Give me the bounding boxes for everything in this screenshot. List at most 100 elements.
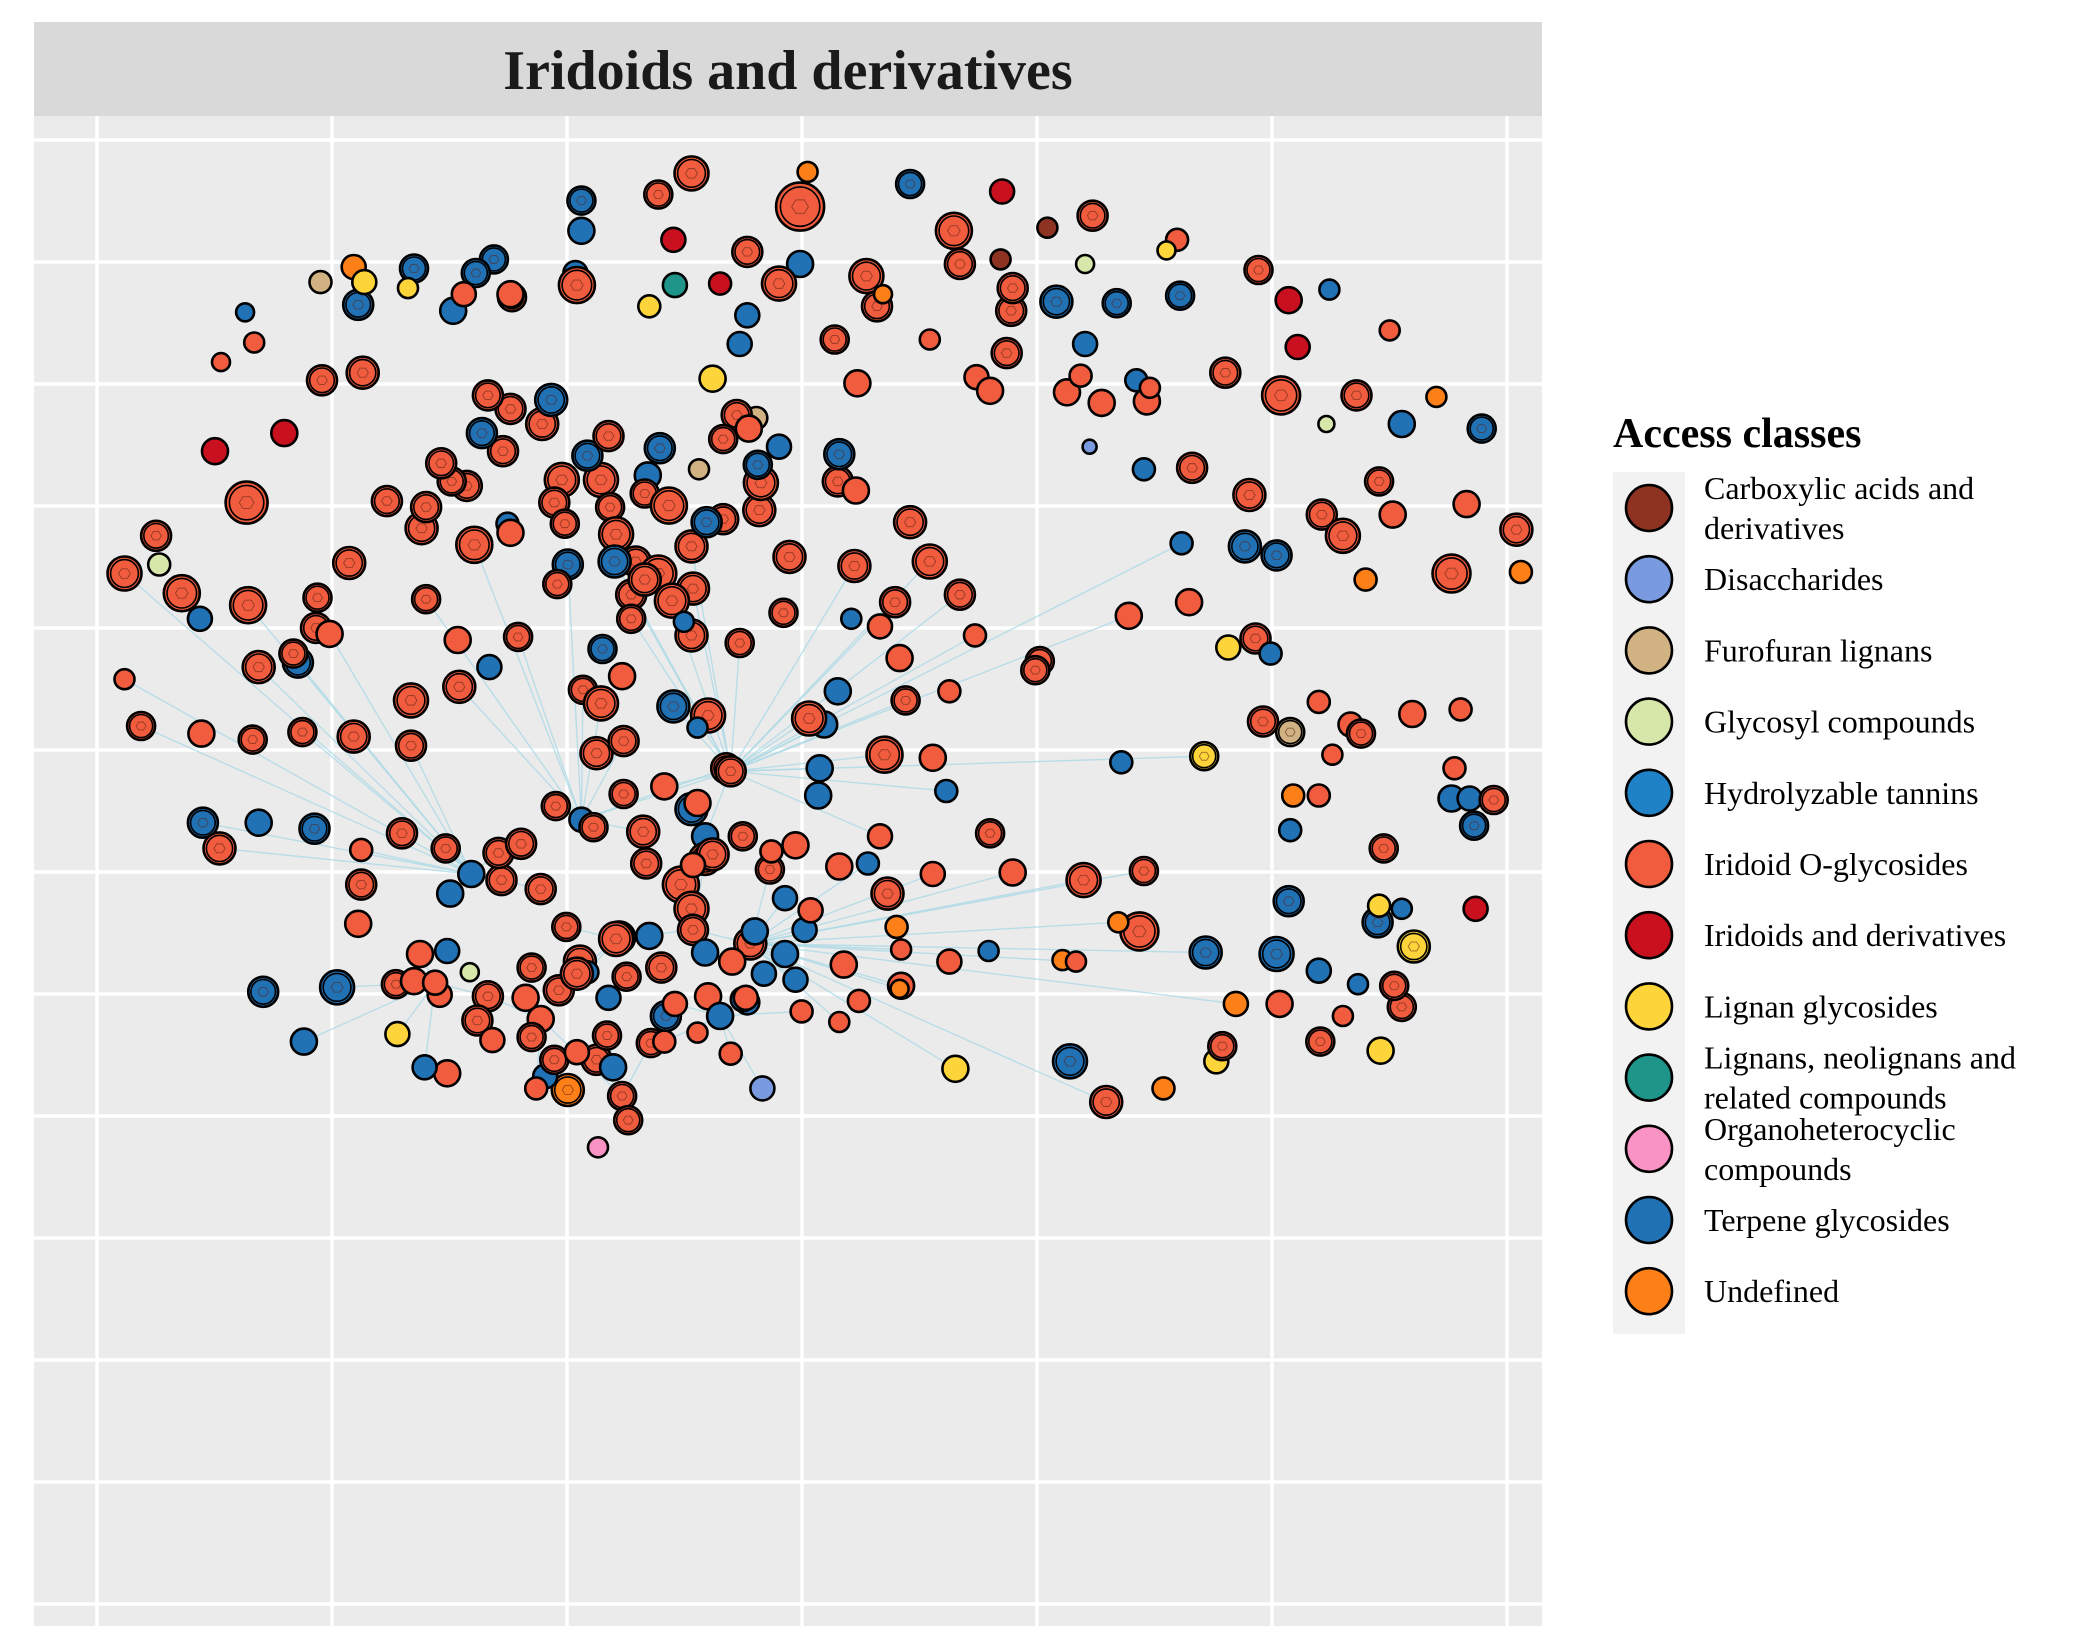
node-circle bbox=[768, 597, 799, 629]
node-circle bbox=[430, 833, 462, 864]
node-structure-glyph bbox=[471, 1015, 484, 1026]
node-circle bbox=[796, 160, 819, 184]
node bbox=[1396, 929, 1432, 964]
node bbox=[998, 858, 1028, 887]
node-circle bbox=[496, 518, 525, 548]
node bbox=[943, 247, 977, 281]
node-circle bbox=[894, 168, 926, 200]
node-circle bbox=[734, 414, 764, 443]
node-circle bbox=[1425, 385, 1448, 409]
node bbox=[740, 917, 770, 946]
node-structure-glyph bbox=[287, 649, 299, 658]
node-structure-glyph bbox=[654, 443, 666, 453]
node bbox=[559, 956, 595, 992]
node-ring bbox=[552, 511, 578, 537]
node-structure-glyph bbox=[241, 599, 255, 611]
node bbox=[727, 820, 759, 852]
node bbox=[686, 1021, 709, 1044]
node bbox=[237, 724, 268, 755]
node-circle bbox=[733, 301, 761, 329]
node-structure-glyph bbox=[1510, 524, 1523, 535]
node bbox=[651, 1029, 677, 1054]
node-circle bbox=[1456, 785, 1483, 812]
node-circle bbox=[918, 328, 942, 351]
node-structure-glyph bbox=[609, 529, 623, 540]
legend-entry: Carboxylic acids and derivatives bbox=[1624, 470, 1974, 546]
node bbox=[1020, 654, 1051, 686]
node-circle bbox=[990, 336, 1024, 370]
node-structure-glyph bbox=[904, 179, 916, 189]
node bbox=[432, 1059, 462, 1088]
node-circle bbox=[524, 872, 558, 906]
node bbox=[1068, 363, 1093, 389]
node bbox=[200, 436, 230, 466]
node bbox=[797, 896, 824, 924]
node bbox=[988, 178, 1016, 205]
node-circle bbox=[1390, 897, 1414, 921]
node-ring bbox=[659, 692, 688, 721]
node bbox=[461, 1004, 494, 1037]
node bbox=[770, 939, 800, 969]
node-structure-glyph bbox=[1253, 265, 1264, 275]
node-structure-glyph bbox=[639, 489, 651, 498]
legend-key bbox=[1624, 1053, 1674, 1102]
node bbox=[839, 607, 863, 631]
node-structure-glyph bbox=[1029, 665, 1041, 675]
node bbox=[1164, 280, 1196, 312]
node-ring bbox=[630, 565, 659, 594]
node bbox=[1442, 755, 1467, 781]
legend-label: Disaccharides bbox=[1704, 561, 1883, 597]
node-circle bbox=[839, 607, 863, 631]
node bbox=[870, 876, 905, 911]
node-structure-glyph bbox=[1100, 1097, 1113, 1107]
node bbox=[549, 508, 581, 540]
node-circle bbox=[612, 1104, 644, 1136]
node-structure-glyph bbox=[492, 848, 505, 858]
node bbox=[302, 582, 333, 614]
node bbox=[1107, 910, 1130, 934]
node-structure-glyph bbox=[655, 962, 668, 973]
node-circle bbox=[878, 585, 912, 619]
node-structure-glyph bbox=[947, 225, 961, 237]
node bbox=[1425, 385, 1448, 409]
node bbox=[636, 293, 662, 319]
node-ring bbox=[1328, 521, 1358, 551]
node bbox=[1353, 567, 1378, 592]
node bbox=[1175, 451, 1209, 485]
node bbox=[661, 990, 689, 1018]
node-ring bbox=[1348, 721, 1374, 746]
node-circle bbox=[598, 1053, 628, 1082]
node-structure-glyph bbox=[396, 828, 408, 838]
node-circle bbox=[1387, 409, 1417, 439]
node-ring bbox=[999, 275, 1026, 302]
node-circle bbox=[790, 700, 828, 737]
node-structure-glyph bbox=[1336, 530, 1350, 541]
node-circle bbox=[523, 1076, 549, 1101]
legend-key bbox=[1624, 982, 1674, 1031]
node-circle bbox=[186, 605, 214, 633]
edge bbox=[361, 849, 472, 875]
node bbox=[496, 279, 525, 309]
node-structure-glyph bbox=[637, 826, 650, 837]
edge bbox=[473, 544, 583, 820]
node-ring bbox=[897, 171, 923, 197]
node-circle bbox=[550, 911, 582, 943]
node-structure-glyph bbox=[1373, 477, 1385, 486]
node-structure-glyph bbox=[608, 556, 621, 567]
node bbox=[241, 649, 277, 685]
node-ring bbox=[250, 978, 277, 1005]
node-ring bbox=[1399, 932, 1428, 961]
node bbox=[841, 476, 871, 505]
node bbox=[629, 847, 663, 880]
node bbox=[608, 778, 639, 810]
legend-key bbox=[1624, 839, 1674, 889]
node-circle bbox=[1305, 957, 1333, 985]
node-circle bbox=[1087, 388, 1116, 418]
node bbox=[579, 735, 614, 771]
node-structure-glyph bbox=[1371, 917, 1384, 927]
node-structure-glyph bbox=[420, 594, 432, 604]
node-structure-glyph bbox=[1316, 509, 1328, 520]
node-circle bbox=[511, 983, 540, 1013]
node-circle bbox=[672, 610, 696, 634]
node-circle bbox=[392, 682, 430, 719]
